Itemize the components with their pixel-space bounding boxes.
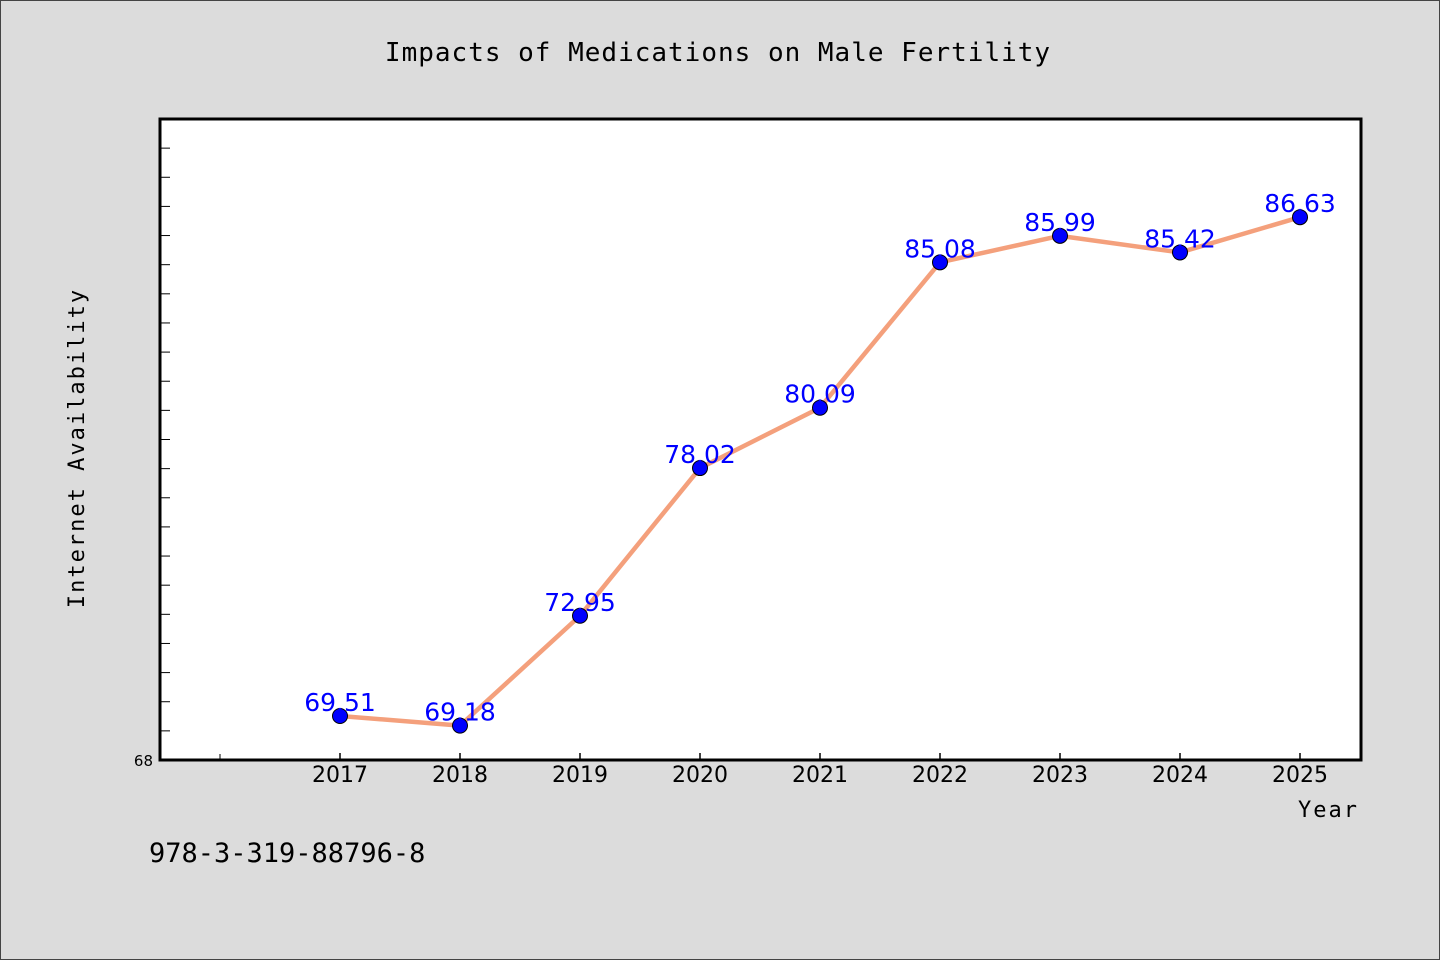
data-point — [332, 708, 348, 725]
y-tick-label-min: 68 — [134, 752, 153, 770]
y-axis-ticks — [160, 147, 170, 732]
x-tick-label: 2018 — [432, 763, 488, 788]
data-point — [1172, 244, 1188, 261]
data-point — [452, 717, 468, 734]
x-tick-label: 2024 — [1152, 763, 1208, 788]
data-point — [1052, 227, 1068, 244]
data-point — [692, 460, 708, 477]
data-point — [812, 399, 828, 416]
x-axis-ticks: 2017 2018 2019 2020 2021 2022 2023 2024 2025 — [219, 753, 1328, 788]
x-tick-label: 2025 — [1272, 763, 1328, 788]
data-point — [1292, 209, 1308, 226]
series-markers — [332, 209, 1308, 734]
x-tick-label: 2019 — [552, 763, 608, 788]
x-axis-label: Year — [1298, 798, 1359, 823]
data-label: 80.09 — [784, 380, 856, 409]
x-tick-label: 2017 — [312, 763, 368, 788]
data-labels: 69.51 69.18 72.95 78.02 80.09 85.08 85.99 85.42… — [304, 189, 1336, 726]
x-tick-label: 2023 — [1032, 763, 1088, 788]
y-axis-label: Internet Availability — [65, 288, 90, 608]
isbn-note: 978-3-319-88796-8 — [149, 838, 425, 869]
data-label: 85.99 — [1024, 208, 1096, 237]
x-tick-label: 2022 — [912, 763, 968, 788]
data-label: 85.42 — [1144, 224, 1216, 253]
x-tick-label: 2021 — [792, 763, 848, 788]
data-label: 69.18 — [424, 698, 496, 727]
data-label: 78.02 — [664, 440, 736, 469]
plot-area — [158, 117, 1363, 762]
x-tick-label: 2020 — [672, 763, 728, 788]
data-point — [572, 607, 588, 624]
chart-title: Impacts of Medications on Male Fertility — [385, 38, 1051, 68]
data-point — [932, 254, 948, 271]
data-label: 85.08 — [904, 234, 976, 263]
data-label: 86.63 — [1264, 189, 1336, 218]
data-label: 72.95 — [544, 588, 616, 617]
data-label: 69.51 — [304, 688, 376, 717]
